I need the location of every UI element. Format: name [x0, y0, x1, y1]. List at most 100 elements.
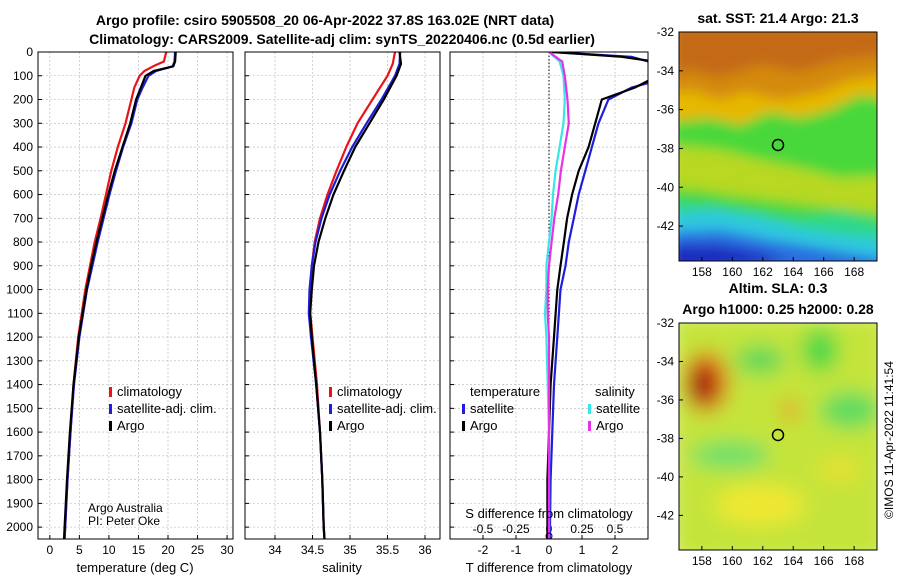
tick-label-x-30: 30: [220, 543, 234, 557]
tick-label-x-10: 10: [102, 543, 116, 557]
map-tick-label-lon-166: 166: [814, 265, 834, 279]
legend-swatch-1: [462, 421, 465, 431]
map-tick-label-lat--36: -36: [657, 393, 675, 407]
map-tick-label-lat--42: -42: [657, 508, 675, 522]
legend-label-1: satellite-adj. clim.: [117, 401, 217, 416]
map-tick-label-lat--32: -32: [657, 316, 675, 330]
tick-label-depth-600: 600: [13, 188, 33, 202]
salinity-axes-frame: [244, 51, 441, 540]
legend-label-1: Argo: [596, 418, 623, 433]
tick-label-depth-1100: 1100: [7, 306, 33, 320]
tick-label-s-4: 0.5: [607, 522, 624, 536]
tick-label-x-25: 25: [191, 543, 205, 557]
map-tick-label-lon-164: 164: [783, 554, 803, 568]
map-tick-label-lat--34: -34: [657, 354, 675, 368]
tick-label-x-0: 0: [546, 543, 553, 557]
difference-axes-frame: [449, 51, 649, 540]
tick-label-depth-1300: 1300: [6, 354, 33, 368]
tick-label-x-34.5: 34.5: [301, 543, 325, 557]
tick-label-x-35.5: 35.5: [376, 543, 400, 557]
tick-label-depth-1600: 1600: [6, 425, 33, 439]
series-line-temperature-satellite: [548, 52, 648, 539]
legend-swatch-1: [588, 421, 591, 431]
tick-label-depth-700: 700: [13, 211, 33, 225]
map-tick-label-lat--40: -40: [657, 470, 675, 484]
tick-label-depth-900: 900: [13, 259, 33, 273]
legend-label-0: satellite: [470, 401, 514, 416]
tick-label-depth-1700: 1700: [6, 449, 33, 463]
salinity-legend: climatology satellite-adj. clim. Argo: [329, 384, 437, 433]
map-tick-label-lon-168: 168: [844, 265, 864, 279]
temperature-legend: climatology satellite-adj. clim. Argo: [109, 384, 217, 433]
credit-pi: PI: Peter Oke: [88, 514, 160, 528]
legend-swatch-1: [329, 404, 332, 414]
map-tick-label-lat--34: -34: [657, 64, 675, 78]
tick-label-x--2: -2: [478, 543, 489, 557]
legend-swatch-2: [329, 421, 332, 431]
sst-map-title: sat. SST: 21.4 Argo: 21.3: [697, 10, 859, 26]
map-tick-label-lon-168: 168: [844, 554, 864, 568]
tick-label-depth-100: 100: [13, 69, 33, 83]
sla-map-subtitle: Argo h1000: 0.25 h2000: 0.28: [682, 301, 874, 317]
tick-label-depth-800: 800: [13, 235, 33, 249]
temperature-lines: [62, 52, 177, 539]
legend-title-salinity: salinity: [595, 384, 635, 399]
difference-xlabel: T difference from climatology: [466, 560, 633, 575]
sst-color-field: [679, 32, 877, 261]
temperature-grid: [38, 51, 233, 539]
sla-map-ticks: 158 160 162 164 166 168 -32 -34 -36 -38 -40 -42: [657, 316, 865, 568]
temperature-axes-frame: [37, 51, 234, 540]
sla-map-field: [679, 323, 877, 550]
salinity-panel: 34 34.5 35 35.5 36 salinity climatology satel…: [244, 51, 441, 575]
map-tick-label-lat--42: -42: [657, 219, 675, 233]
sla-map-title: Altim. SLA: 0.3: [729, 280, 828, 296]
map-tick-label-lon-162: 162: [753, 265, 773, 279]
sla-color-field: [679, 323, 877, 550]
tick-label-x-1: 1: [579, 543, 586, 557]
map-tick-label-lat--38: -38: [657, 431, 675, 445]
difference-legend: temperature salinity satellite Argo satellit…: [462, 384, 640, 433]
map-tick-label-lon-160: 160: [722, 554, 742, 568]
salinity-grid: [245, 51, 440, 539]
legend-label-1: Argo: [470, 418, 497, 433]
legend-label-0: climatology: [117, 384, 183, 399]
tick-label-x-15: 15: [132, 543, 146, 557]
legend-label-0: satellite: [596, 401, 640, 416]
map-tick-label-lat--32: -32: [657, 25, 675, 39]
tick-label-depth-2000: 2000: [6, 520, 33, 534]
sla-map-frame: [678, 322, 878, 551]
map-tick-label-lon-162: 162: [753, 554, 773, 568]
tick-label-depth-1500: 1500: [6, 401, 33, 415]
tick-label-depth-400: 400: [13, 140, 33, 154]
sla-argo-location-marker: [771, 428, 785, 442]
map-tick-label-lon-158: 158: [692, 265, 712, 279]
imos-timestamp: ©IMOS 11-Apr-2022 11:41:54: [882, 361, 896, 519]
figure-title-line1: Argo profile: csiro 5905508_20 06-Apr-20…: [96, 12, 554, 28]
legend-title-temperature: temperature: [470, 384, 540, 399]
series-line-temperature-argo: [546, 52, 648, 539]
difference-xlabel-salinity: S difference from climatology: [465, 506, 633, 521]
tick-label-depth-500: 500: [13, 164, 33, 178]
tick-label-depth-1900: 1900: [6, 496, 33, 510]
temperature-ticks: 0100200300400500600700800900100011001200…: [6, 45, 234, 557]
figure-title-line2: Climatology: CARS2009. Satellite-adj cli…: [89, 31, 595, 47]
legend-swatch-2: [109, 421, 112, 431]
legend-label-2: Argo: [117, 418, 144, 433]
map-tick-label-lon-160: 160: [722, 265, 742, 279]
tick-label-x-5: 5: [76, 543, 83, 557]
tick-label-s-1: -0.25: [502, 522, 530, 536]
tick-label-x--1: -1: [511, 543, 522, 557]
legend-label-0: climatology: [337, 384, 403, 399]
map-tick-label-lon-164: 164: [783, 265, 803, 279]
credit-org: Argo Australia: [88, 501, 163, 515]
difference-bottom-marker: [545, 532, 553, 539]
sst-map-ticks: 158 160 162 164 166 168 -32 -34 -36 -38 -40 -42: [657, 25, 865, 279]
tick-label-s-0: -0.5: [473, 522, 494, 536]
tick-label-depth-1000: 1000: [6, 283, 33, 297]
tick-label-x-34: 34: [268, 543, 282, 557]
tick-label-x-35: 35: [343, 543, 357, 557]
map-tick-label-lat--40: -40: [657, 180, 675, 194]
map-tick-label-lat--36: -36: [657, 103, 675, 117]
tick-label-x-20: 20: [161, 543, 175, 557]
